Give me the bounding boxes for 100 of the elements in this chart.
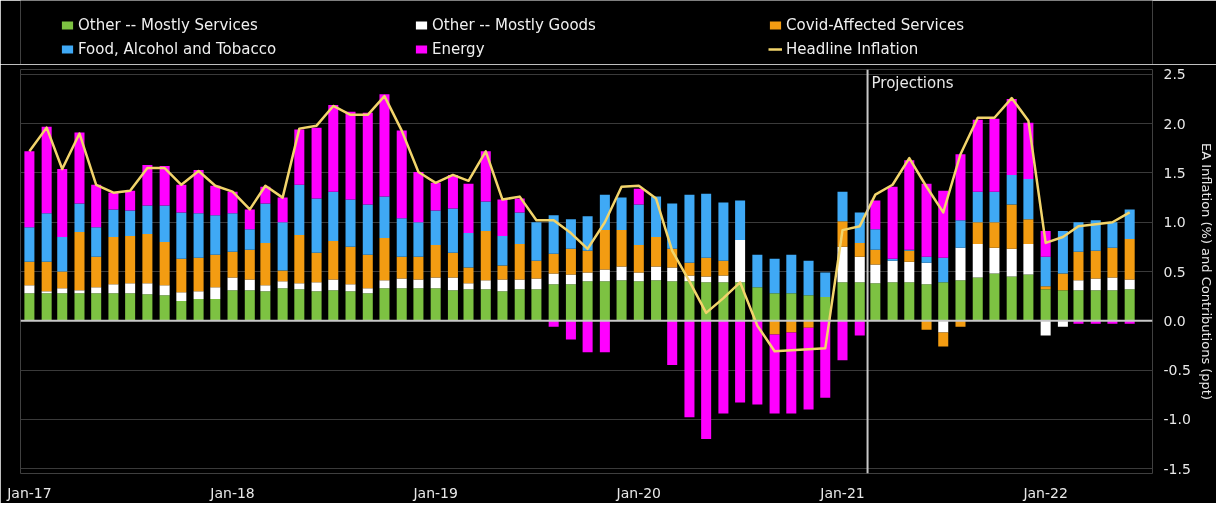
bar	[752, 254, 763, 288]
bar	[413, 171, 424, 223]
bar	[769, 334, 780, 414]
bar	[108, 284, 119, 294]
bar	[854, 256, 865, 283]
legend-label: Energy	[432, 40, 486, 58]
bar	[599, 320, 610, 353]
bar	[616, 230, 627, 267]
bar	[24, 227, 35, 262]
bar	[718, 260, 729, 276]
bar	[244, 290, 255, 321]
bar	[125, 210, 136, 237]
bar	[345, 111, 356, 200]
bar	[328, 290, 339, 321]
bar	[142, 283, 153, 295]
bar	[379, 280, 390, 289]
bar	[480, 280, 491, 290]
bar	[1090, 220, 1101, 251]
bar	[548, 273, 559, 285]
bar	[57, 237, 68, 272]
bar	[1006, 99, 1017, 175]
y-tick-label: 0.0	[1163, 312, 1186, 329]
bar	[193, 257, 204, 292]
bar	[972, 277, 983, 321]
bar	[651, 237, 662, 267]
bar	[887, 282, 898, 321]
bar	[430, 210, 441, 245]
bar	[24, 151, 35, 228]
bar	[989, 222, 1000, 248]
bar	[362, 204, 373, 255]
bar	[244, 209, 255, 230]
bar	[244, 229, 255, 250]
bar	[413, 279, 424, 289]
x-tick-label: Jan-19	[412, 484, 458, 501]
legend-label: Other -- Mostly Goods	[432, 16, 597, 34]
bar	[210, 254, 221, 288]
bar	[887, 260, 898, 283]
bar	[294, 283, 305, 290]
bar	[227, 213, 238, 252]
bar	[1040, 289, 1051, 321]
bar	[497, 265, 508, 280]
bar	[430, 288, 441, 321]
bar	[447, 290, 458, 321]
bar	[633, 272, 644, 282]
bar	[24, 285, 35, 294]
bar	[1006, 174, 1017, 205]
bar	[701, 257, 712, 277]
bar	[277, 197, 288, 223]
bar	[277, 222, 288, 271]
bar	[1040, 256, 1051, 287]
bar	[921, 183, 932, 257]
bar	[125, 283, 136, 294]
bar	[176, 292, 187, 302]
bar	[972, 191, 983, 223]
bar	[497, 236, 508, 266]
bar	[193, 213, 204, 258]
bar	[616, 280, 627, 321]
bar	[820, 297, 831, 321]
bar	[786, 254, 797, 294]
bar	[362, 112, 373, 205]
bar	[820, 272, 831, 298]
bar	[955, 154, 966, 221]
bar	[480, 201, 491, 232]
bar	[57, 293, 68, 321]
bar	[1090, 290, 1101, 321]
bar	[24, 261, 35, 286]
bar	[531, 222, 542, 261]
bar	[345, 246, 356, 285]
bar	[599, 281, 610, 321]
bar	[41, 293, 52, 321]
bar	[887, 186, 898, 259]
bar	[837, 320, 848, 361]
bar	[904, 282, 915, 321]
bar	[159, 166, 170, 206]
bar	[108, 192, 119, 210]
bar	[294, 235, 305, 284]
y-tick-label: -1.5	[1163, 460, 1191, 477]
bar	[227, 251, 238, 278]
bar	[633, 244, 644, 273]
bar	[447, 252, 458, 278]
bar	[870, 283, 881, 321]
bar	[955, 220, 966, 248]
bar	[74, 132, 85, 204]
bar	[311, 127, 322, 199]
bar	[1040, 320, 1051, 336]
bar	[972, 243, 983, 278]
bar	[328, 240, 339, 280]
bar	[1023, 274, 1034, 321]
bar	[599, 269, 610, 282]
bar	[480, 231, 491, 281]
bar	[938, 282, 949, 321]
bar	[91, 184, 102, 228]
bar	[1057, 273, 1068, 291]
x-tick-label: Jan-20	[615, 484, 662, 501]
y-tick-label: 1.0	[1163, 214, 1186, 231]
y-tick-label: 2.0	[1163, 115, 1186, 132]
bar	[413, 288, 424, 321]
bar	[396, 278, 407, 289]
bar	[633, 281, 644, 321]
bar	[514, 212, 525, 244]
